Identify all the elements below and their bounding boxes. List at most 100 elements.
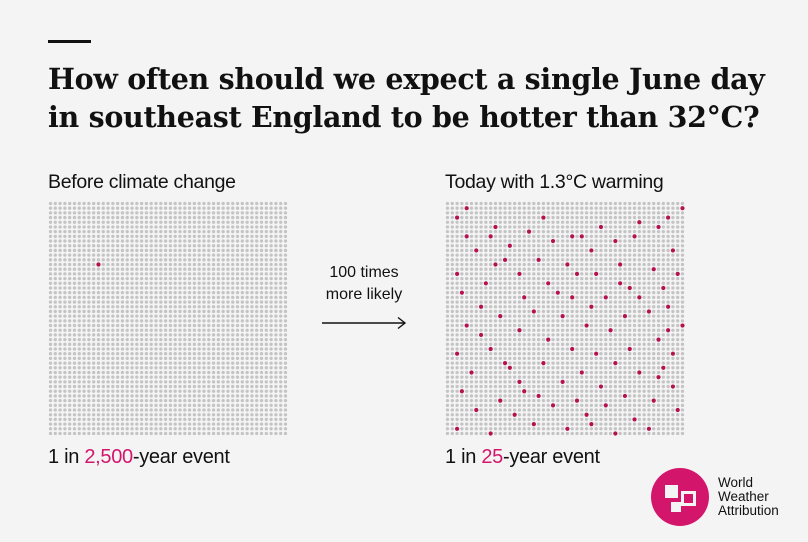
dot-grid-today — [445, 201, 685, 436]
highlighted-dot-today-80 — [550, 403, 556, 408]
highlighted-dot-today-53 — [517, 328, 522, 333]
left-caption-highlight: 2,500 — [84, 446, 133, 468]
highlighted-dot-today-59 — [627, 346, 632, 352]
highlighted-dot-today-58 — [570, 346, 575, 352]
page-title: How often should we expect a single June… — [48, 60, 788, 136]
highlighted-dot-today-37 — [459, 290, 464, 295]
highlighted-dot-today-5 — [637, 220, 642, 225]
highlighted-dot-today-24 — [493, 262, 498, 267]
highlighted-dot-today-47 — [498, 314, 503, 319]
highlighted-dot-today-17 — [613, 238, 618, 244]
highlighted-dot-today-87 — [531, 422, 536, 427]
highlighted-dot-today-66 — [661, 365, 666, 370]
highlighted-dot-today-88 — [454, 426, 460, 431]
highlighted-dot-today-84 — [512, 412, 517, 417]
highlighted-dot-today-45 — [531, 309, 536, 314]
highlighted-dot-today-40 — [603, 295, 608, 300]
highlighted-dot-today-97 — [507, 365, 512, 370]
highlighted-dot-today-51 — [584, 323, 589, 328]
highlighted-dot-today-86 — [632, 417, 637, 422]
highlighted-dot-today-99 — [555, 290, 560, 295]
highlighted-dot-today-50 — [464, 323, 469, 328]
highlighted-dot-today-20 — [589, 248, 594, 253]
highlighted-dot-today-91 — [488, 431, 493, 436]
world-weather-attribution-logo-icon — [651, 468, 709, 526]
highlighted-dot-today-16 — [550, 238, 556, 244]
highlighted-dot-today-54 — [608, 328, 613, 333]
highlighted-dot-today-74 — [459, 389, 464, 394]
highlighted-dot-today-22 — [502, 257, 508, 262]
right-panel-heading: Today with 1.3°C warming — [445, 171, 664, 193]
left-caption-suffix: -year event — [132, 446, 230, 468]
highlighted-dot-today-31 — [594, 271, 599, 277]
highlighted-dot-today-67 — [469, 370, 474, 375]
highlighted-dot-today-10 — [526, 229, 532, 234]
highlighted-dot-today-13 — [570, 234, 575, 239]
highlighted-dot-today-77 — [498, 398, 503, 403]
highlighted-dot-today-85 — [584, 412, 589, 417]
highlighted-dot-today-98 — [589, 422, 594, 427]
highlighted-dot-today-14 — [579, 234, 584, 239]
comparison-label: 100 times more likely — [300, 262, 428, 306]
highlighted-dot-today-82 — [474, 407, 479, 413]
highlighted-dot-today-55 — [546, 337, 551, 342]
highlighted-dot-today-15 — [632, 234, 637, 239]
highlighted-dot-today-39 — [570, 295, 575, 300]
highlighted-dot-today-76 — [622, 393, 628, 399]
highlighted-dot-today-19 — [474, 248, 479, 253]
highlighted-dot-today-56 — [656, 337, 661, 342]
title-rule — [48, 40, 91, 43]
highlighted-dot-today-25 — [565, 262, 570, 267]
right-caption-prefix: 1 in — [445, 446, 482, 468]
logo-line-2: Weather — [718, 489, 769, 504]
right-caption-suffix: -year event — [502, 446, 600, 468]
highlighted-dot-today-6 — [666, 215, 671, 220]
highlighted-dot-today-8 — [598, 224, 604, 230]
highlighted-dot-today-95 — [478, 332, 484, 338]
highlighted-dot-today-70 — [517, 379, 522, 384]
logo-line-1: World — [718, 475, 754, 490]
highlighted-dot-today-41 — [637, 295, 642, 300]
highlighted-dot-today-63 — [502, 360, 508, 366]
left-caption: 1 in 2,500-year event — [48, 446, 230, 469]
highlighted-dot-today-9 — [656, 224, 661, 230]
highlighted-dot-today-96 — [627, 285, 632, 291]
highlighted-dot-today-35 — [618, 281, 623, 286]
left-panel-heading: Before climate change — [48, 171, 236, 193]
highlighted-dot-today-3 — [680, 206, 685, 211]
right-caption: 1 in 25-year event — [445, 446, 600, 469]
dot-grid-before-background-dots — [48, 201, 288, 436]
highlighted-dot-today-42 — [478, 304, 484, 309]
highlighted-dot-today-32 — [675, 271, 680, 277]
highlighted-dot-today-78 — [574, 398, 580, 403]
highlighted-dot-today-18 — [507, 243, 512, 248]
highlighted-dot-today-94 — [656, 375, 661, 380]
highlighted-dot-before-1 — [96, 262, 101, 267]
left-caption-prefix: 1 in — [48, 446, 85, 468]
highlighted-dot-today-73 — [670, 384, 676, 389]
highlighted-dot-today-26 — [618, 262, 623, 267]
highlighted-dot-today-23 — [536, 257, 541, 262]
highlighted-dot-today-71 — [560, 379, 565, 384]
highlighted-dot-today-48 — [560, 314, 565, 319]
highlighted-dot-today-21 — [670, 248, 676, 253]
highlighted-dot-today-33 — [483, 281, 488, 286]
highlighted-dot-today-75 — [536, 393, 541, 399]
highlighted-dot-today-29 — [517, 271, 522, 277]
title-line-1: How often should we expect a single June… — [48, 62, 765, 96]
highlighted-dot-today-49 — [622, 314, 628, 319]
logo-wordmark: World Weather Attribution — [718, 476, 779, 518]
highlighted-dot-today-100 — [666, 328, 671, 333]
highlighted-dot-today-83 — [675, 407, 680, 413]
highlighted-dot-today-38 — [522, 295, 527, 300]
highlighted-dot-today-46 — [646, 309, 652, 314]
arrow-right-icon — [322, 316, 407, 330]
highlighted-dot-today-28 — [454, 271, 460, 277]
highlighted-dot-today-57 — [488, 346, 493, 352]
highlighted-dot-today-62 — [670, 351, 676, 356]
highlighted-dot-today-7 — [493, 224, 498, 230]
highlighted-dot-today-30 — [574, 271, 580, 277]
logo-line-3: Attribution — [718, 503, 779, 518]
highlighted-dot-today-11 — [464, 234, 469, 239]
highlighted-dot-today-68 — [579, 370, 584, 375]
